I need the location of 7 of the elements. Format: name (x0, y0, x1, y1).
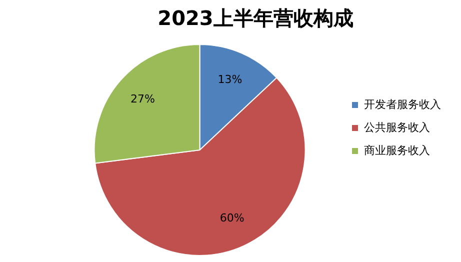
data-label: 27% (130, 92, 155, 106)
chart-title: 2023上半年营收构成 (158, 6, 354, 30)
legend-label: 公共服务收入 (364, 120, 430, 134)
legend-label: 商业服务收入 (364, 144, 430, 157)
legend-label: 开发者服务收入 (364, 98, 441, 111)
data-label: 13% (218, 73, 242, 86)
data-label: 60% (220, 212, 244, 225)
